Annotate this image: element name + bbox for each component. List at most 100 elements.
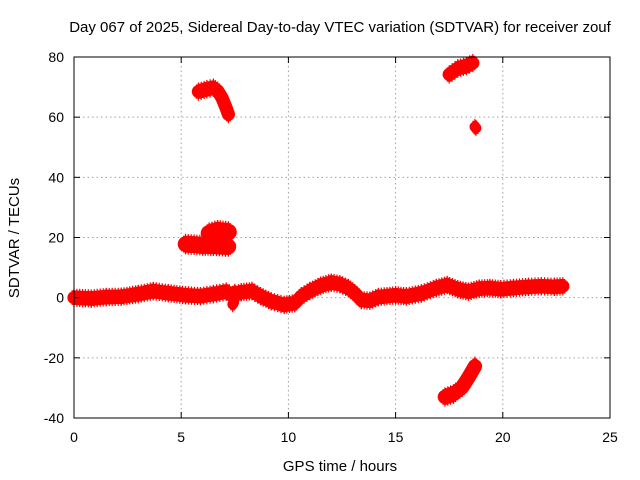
- chart-title: Day 067 of 2025, Sidereal Day-to-day VTE…: [69, 19, 611, 36]
- data-point: [436, 278, 442, 284]
- data-point: [466, 282, 471, 288]
- data-point: [427, 294, 433, 300]
- data-point: [275, 307, 281, 313]
- data-point: [219, 101, 225, 107]
- data-point: [198, 94, 204, 100]
- data-point: [467, 55, 473, 61]
- data-point: [455, 59, 461, 65]
- data-point: [312, 292, 318, 298]
- data-point: [458, 58, 464, 64]
- data-point: [323, 275, 329, 280]
- data-point: [260, 301, 266, 307]
- data-point: [223, 295, 229, 301]
- data-point: [449, 278, 455, 283]
- data-point: [367, 304, 373, 310]
- data-point: [373, 302, 379, 308]
- data-point: [223, 99, 229, 104]
- data-point: [444, 275, 450, 281]
- data-point: [304, 283, 310, 289]
- x-axis-ticks: 0 5 10 15 20 25: [70, 57, 618, 445]
- data-point: [266, 304, 272, 310]
- data-point: [222, 96, 228, 102]
- data-point: [433, 278, 439, 284]
- data-point: [318, 289, 324, 295]
- data-series: [67, 53, 570, 407]
- data-point: [225, 118, 231, 124]
- series-band-5: [442, 56, 480, 82]
- x-tick-label: 15: [388, 429, 404, 445]
- data-point: [373, 289, 379, 295]
- data-point: [452, 279, 458, 285]
- data-point: [340, 276, 346, 282]
- data-point: [268, 292, 274, 298]
- data-point: [201, 80, 207, 86]
- data-point: [219, 88, 225, 94]
- data-point: [307, 281, 313, 287]
- data-point: [430, 280, 436, 285]
- data-point: [224, 102, 230, 107]
- data-point: [206, 239, 212, 245]
- data-point: [221, 107, 227, 112]
- data-point: [298, 287, 304, 292]
- data-point: [466, 295, 471, 301]
- data-point: [449, 291, 455, 297]
- data-point: [266, 290, 272, 296]
- y-tick-label: 20: [48, 230, 64, 246]
- data-point: [198, 81, 204, 87]
- y-tick-label: 80: [48, 49, 64, 65]
- data-point: [439, 277, 445, 283]
- data-point: [337, 275, 343, 280]
- x-tick-label: 0: [70, 429, 78, 445]
- data-point: [463, 56, 469, 62]
- data-point: [209, 238, 215, 244]
- data-point: [278, 308, 284, 314]
- data-point: [220, 104, 226, 110]
- y-tick-label: 0: [56, 290, 64, 306]
- data-point: [461, 70, 466, 76]
- data-point: [421, 296, 427, 302]
- data-point: [204, 80, 210, 86]
- data-point: [278, 294, 284, 300]
- data-point: [255, 285, 261, 291]
- data-point: [320, 275, 326, 281]
- data-point: [223, 112, 229, 118]
- data-point: [452, 292, 458, 298]
- data-point: [272, 293, 277, 299]
- data-point: [220, 91, 226, 97]
- data-point: [337, 288, 343, 294]
- data-point: [467, 379, 473, 385]
- data-point: [207, 92, 213, 98]
- data-point: [470, 373, 476, 379]
- data-point: [343, 290, 349, 296]
- data-point: [201, 94, 207, 100]
- data-point: [318, 276, 324, 282]
- data-point: [249, 281, 255, 287]
- data-point: [470, 359, 476, 365]
- data-point: [207, 79, 213, 85]
- data-point: [560, 290, 566, 296]
- x-tick-label: 25: [602, 429, 618, 445]
- data-point: [195, 95, 201, 101]
- data-point: [448, 399, 454, 405]
- data-point: [258, 300, 263, 306]
- data-point: [225, 251, 231, 257]
- data-point: [224, 115, 230, 121]
- x-axis-title: GPS time / hours: [283, 458, 397, 475]
- data-point: [221, 93, 227, 99]
- data-point: [445, 386, 451, 392]
- data-point: [463, 70, 469, 76]
- data-point: [472, 371, 478, 376]
- data-point: [458, 71, 464, 77]
- data-point: [418, 284, 424, 290]
- data-point: [474, 280, 479, 286]
- data-point: [301, 285, 307, 291]
- data-point: [195, 82, 201, 88]
- series-band-7: [437, 359, 483, 405]
- data-point: [448, 385, 454, 391]
- data-point: [447, 277, 453, 282]
- data-point: [320, 289, 326, 294]
- data-point: [468, 281, 474, 287]
- data-point: [315, 291, 321, 297]
- series-band-1: [67, 276, 570, 312]
- data-point: [467, 364, 473, 370]
